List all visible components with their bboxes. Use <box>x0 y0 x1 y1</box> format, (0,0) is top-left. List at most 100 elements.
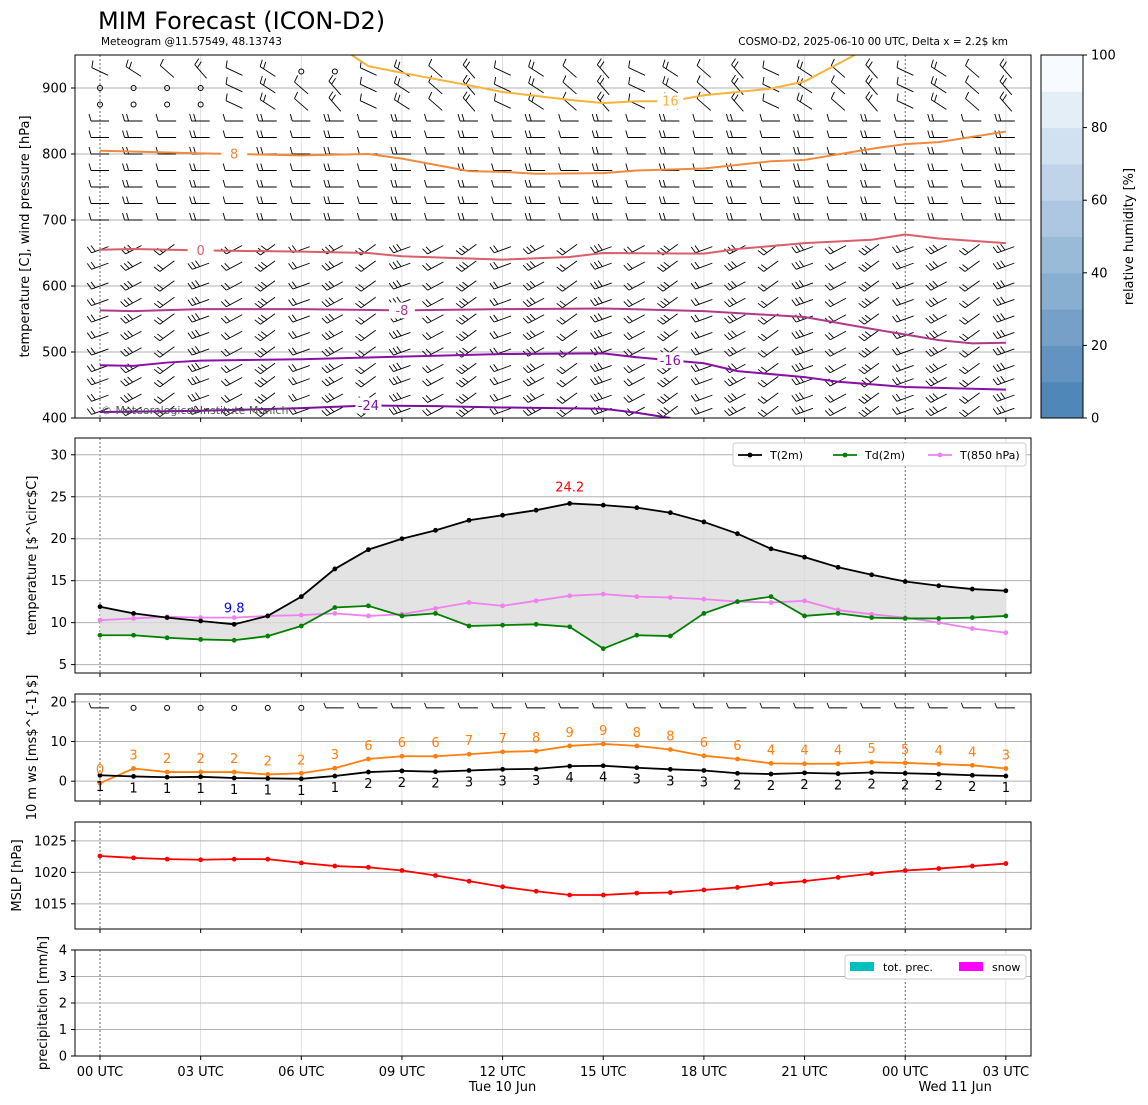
barb-feather <box>692 212 696 221</box>
barb-feather <box>491 212 495 221</box>
barb-feather <box>925 380 932 387</box>
wind-barb <box>562 58 577 78</box>
wind-barb <box>289 212 311 221</box>
barb-feather <box>660 396 667 402</box>
wind-barb <box>830 75 846 95</box>
barb-feather <box>860 179 864 188</box>
wind-barb <box>321 406 344 417</box>
wind-barb <box>491 702 512 709</box>
barb-staff <box>829 245 847 255</box>
barb-feather <box>321 264 328 271</box>
x-tick-label: 21 UTC <box>781 1065 827 1080</box>
barb-staff <box>896 378 914 386</box>
barb-feather <box>998 163 1002 171</box>
barb-staff <box>493 246 512 254</box>
barb-feather <box>260 377 268 383</box>
barb-feather <box>328 244 335 251</box>
barb-feather <box>694 347 700 354</box>
wind-barb <box>893 196 915 204</box>
barb-feather <box>291 281 297 288</box>
barb-feather <box>892 378 898 386</box>
wind-barb <box>455 405 477 418</box>
barb-staff <box>427 393 444 403</box>
barb-feather <box>1000 243 1006 251</box>
barb-feather <box>465 94 471 101</box>
wind-barb <box>359 93 377 109</box>
barb-staff <box>831 65 846 78</box>
series-point <box>131 616 136 621</box>
barb-staff <box>997 282 1015 290</box>
series-point <box>1003 588 1009 594</box>
wind-barb <box>959 296 980 309</box>
barb-feather <box>157 300 164 306</box>
barb-feather <box>390 196 394 204</box>
barb-staff <box>226 330 243 341</box>
barb-feather <box>793 196 796 204</box>
wind-barb <box>323 196 344 204</box>
barb-staff <box>763 362 779 375</box>
colorbar-band <box>1041 200 1083 237</box>
wind-barb <box>120 313 142 324</box>
barb-feather <box>865 74 871 82</box>
barb-feather <box>623 396 630 403</box>
wind-barb <box>187 392 210 402</box>
barb-feather <box>793 212 796 221</box>
barb-feather <box>759 146 763 155</box>
barb-feather <box>558 113 562 122</box>
wind-label: 2 <box>968 780 976 795</box>
barb-staff <box>394 82 410 94</box>
barb-staff <box>192 394 210 402</box>
barb-feather <box>658 212 662 221</box>
barb-feather <box>524 163 528 171</box>
barb-feather <box>257 409 264 415</box>
barb-feather <box>224 365 231 372</box>
barb-feather <box>931 113 935 122</box>
barb-feather <box>663 314 670 320</box>
gust-line <box>99 743 1006 784</box>
barb-staff <box>393 378 411 386</box>
barb-feather <box>726 196 729 204</box>
barb-feather <box>260 196 264 204</box>
y-tick-label: 15 <box>50 574 67 589</box>
wind-barb <box>824 377 847 387</box>
wind-barb <box>86 364 109 373</box>
barb-feather <box>793 146 796 155</box>
barb-staff <box>493 364 512 373</box>
barb-staff <box>527 377 545 387</box>
y-tick-label: 800 <box>42 148 67 163</box>
barb-feather <box>828 365 835 372</box>
barb-feather <box>123 262 130 269</box>
wind-barb <box>220 393 243 403</box>
y-axis-label: 10 m ws [ms$^{-1}$] <box>25 675 40 821</box>
barb-feather <box>225 60 228 68</box>
barb-staff <box>159 376 175 388</box>
wind-barb <box>724 393 746 403</box>
barb-feather <box>328 74 334 82</box>
barb-feather <box>925 317 932 324</box>
barb-feather <box>759 130 763 138</box>
wind-label: 2 <box>901 778 909 793</box>
barb-staff <box>427 245 444 255</box>
gust-label: 7 <box>465 734 473 749</box>
barb-feather <box>996 298 1002 305</box>
barb-staff <box>427 314 444 324</box>
barb-feather <box>455 319 463 325</box>
barb-feather <box>291 347 297 354</box>
barb-staff <box>528 99 544 110</box>
panel-frame <box>74 693 1032 802</box>
barb-feather <box>127 393 133 399</box>
wind-barb <box>759 113 780 122</box>
barb-feather <box>155 212 159 221</box>
barb-feather <box>858 266 865 272</box>
wind-barb <box>155 163 177 171</box>
wind-barb <box>222 113 244 122</box>
barb-feather <box>1000 346 1006 353</box>
wind-barb <box>892 298 914 307</box>
wind-barb <box>155 212 177 221</box>
gust-label: 4 <box>935 744 943 759</box>
gust-label: 2 <box>197 752 205 767</box>
y-tick-label: 1015 <box>34 897 67 912</box>
wind-barb <box>390 163 411 171</box>
isotherm-label: -8 <box>395 304 408 319</box>
barb-feather <box>627 299 633 306</box>
